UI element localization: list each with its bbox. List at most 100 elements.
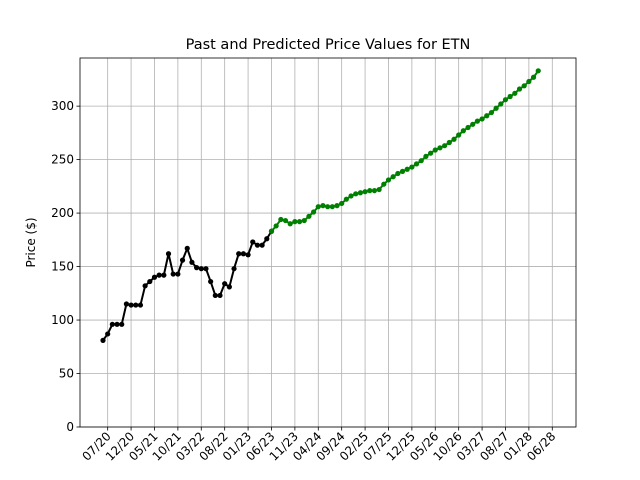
data-point bbox=[296, 219, 303, 225]
data-point bbox=[367, 188, 373, 194]
data-point bbox=[409, 164, 415, 170]
data-point bbox=[194, 265, 200, 271]
data-point bbox=[334, 203, 340, 209]
data-point bbox=[385, 177, 392, 183]
series-layer bbox=[100, 68, 541, 343]
data-point bbox=[371, 188, 378, 194]
data-point bbox=[161, 272, 167, 278]
data-point bbox=[329, 204, 335, 210]
data-point bbox=[343, 196, 349, 202]
data-point bbox=[100, 337, 106, 343]
data-point bbox=[212, 292, 218, 299]
data-point bbox=[264, 236, 270, 242]
data-point bbox=[479, 116, 485, 122]
data-point bbox=[226, 284, 232, 290]
data-point bbox=[474, 118, 480, 124]
data-point bbox=[376, 186, 382, 193]
y-tick-label: 100 bbox=[51, 313, 74, 327]
data-point bbox=[353, 191, 359, 197]
data-point bbox=[245, 252, 251, 258]
data-point bbox=[315, 204, 321, 210]
data-point bbox=[170, 271, 176, 277]
data-point bbox=[189, 259, 195, 265]
data-point bbox=[442, 143, 448, 149]
data-point bbox=[404, 166, 410, 172]
data-point bbox=[231, 266, 237, 272]
data-point bbox=[512, 90, 518, 96]
predicted-series bbox=[268, 68, 541, 234]
data-point bbox=[114, 321, 120, 327]
data-point bbox=[348, 193, 354, 199]
data-point bbox=[259, 242, 265, 248]
data-point bbox=[470, 121, 476, 127]
data-point bbox=[311, 209, 317, 215]
past-series bbox=[100, 228, 275, 343]
data-point bbox=[516, 86, 523, 92]
data-point bbox=[339, 200, 345, 207]
data-point bbox=[413, 161, 420, 167]
data-point bbox=[521, 83, 527, 89]
data-point bbox=[128, 302, 134, 308]
data-point bbox=[184, 245, 190, 251]
data-point bbox=[456, 132, 462, 138]
data-point bbox=[502, 97, 509, 103]
data-point bbox=[119, 321, 125, 327]
data-point bbox=[133, 302, 139, 308]
data-point bbox=[357, 190, 363, 196]
data-point bbox=[198, 266, 204, 272]
y-tick-label: 50 bbox=[59, 367, 74, 381]
y-tick-label: 300 bbox=[51, 99, 74, 113]
data-point bbox=[147, 278, 153, 285]
data-point bbox=[105, 331, 111, 337]
data-point bbox=[484, 113, 490, 119]
y-axis-label: Price ($) bbox=[24, 217, 38, 267]
data-point bbox=[446, 139, 452, 146]
data-point bbox=[390, 174, 396, 180]
data-point bbox=[381, 181, 387, 187]
data-point bbox=[395, 170, 401, 177]
data-point bbox=[437, 145, 443, 151]
data-point bbox=[208, 278, 214, 285]
data-point bbox=[428, 150, 434, 156]
data-point bbox=[123, 301, 129, 307]
data-point bbox=[498, 101, 504, 107]
data-point bbox=[460, 128, 466, 134]
data-point bbox=[217, 292, 223, 299]
data-point bbox=[306, 213, 312, 219]
data-point bbox=[165, 251, 172, 257]
data-point bbox=[268, 228, 275, 234]
chart-title: Past and Predicted Price Values for ETN bbox=[186, 37, 471, 53]
data-point bbox=[418, 158, 424, 164]
data-point bbox=[254, 242, 261, 248]
series-line bbox=[270, 70, 540, 232]
data-point bbox=[320, 203, 326, 209]
data-point bbox=[493, 105, 499, 111]
grid-layer bbox=[80, 58, 576, 428]
data-point bbox=[362, 189, 368, 195]
data-point bbox=[175, 271, 181, 277]
data-point bbox=[488, 109, 495, 116]
data-point bbox=[535, 68, 541, 74]
data-point bbox=[287, 221, 293, 227]
data-point bbox=[301, 217, 307, 224]
data-point bbox=[423, 153, 429, 159]
data-point bbox=[451, 136, 457, 142]
data-point bbox=[137, 302, 144, 308]
data-point bbox=[399, 168, 406, 174]
data-point bbox=[142, 283, 148, 289]
data-point bbox=[273, 223, 279, 229]
data-point bbox=[151, 274, 158, 280]
data-point bbox=[222, 281, 228, 287]
data-point bbox=[292, 219, 298, 225]
data-point bbox=[236, 251, 242, 257]
data-point bbox=[156, 272, 162, 278]
y-tick-label: 200 bbox=[51, 206, 74, 220]
data-point bbox=[179, 257, 186, 263]
y-tick-label: 0 bbox=[66, 420, 74, 434]
data-point bbox=[109, 321, 115, 327]
data-point bbox=[465, 124, 471, 131]
y-tick-label: 150 bbox=[51, 260, 74, 274]
data-point bbox=[432, 147, 438, 153]
data-point bbox=[203, 266, 209, 272]
